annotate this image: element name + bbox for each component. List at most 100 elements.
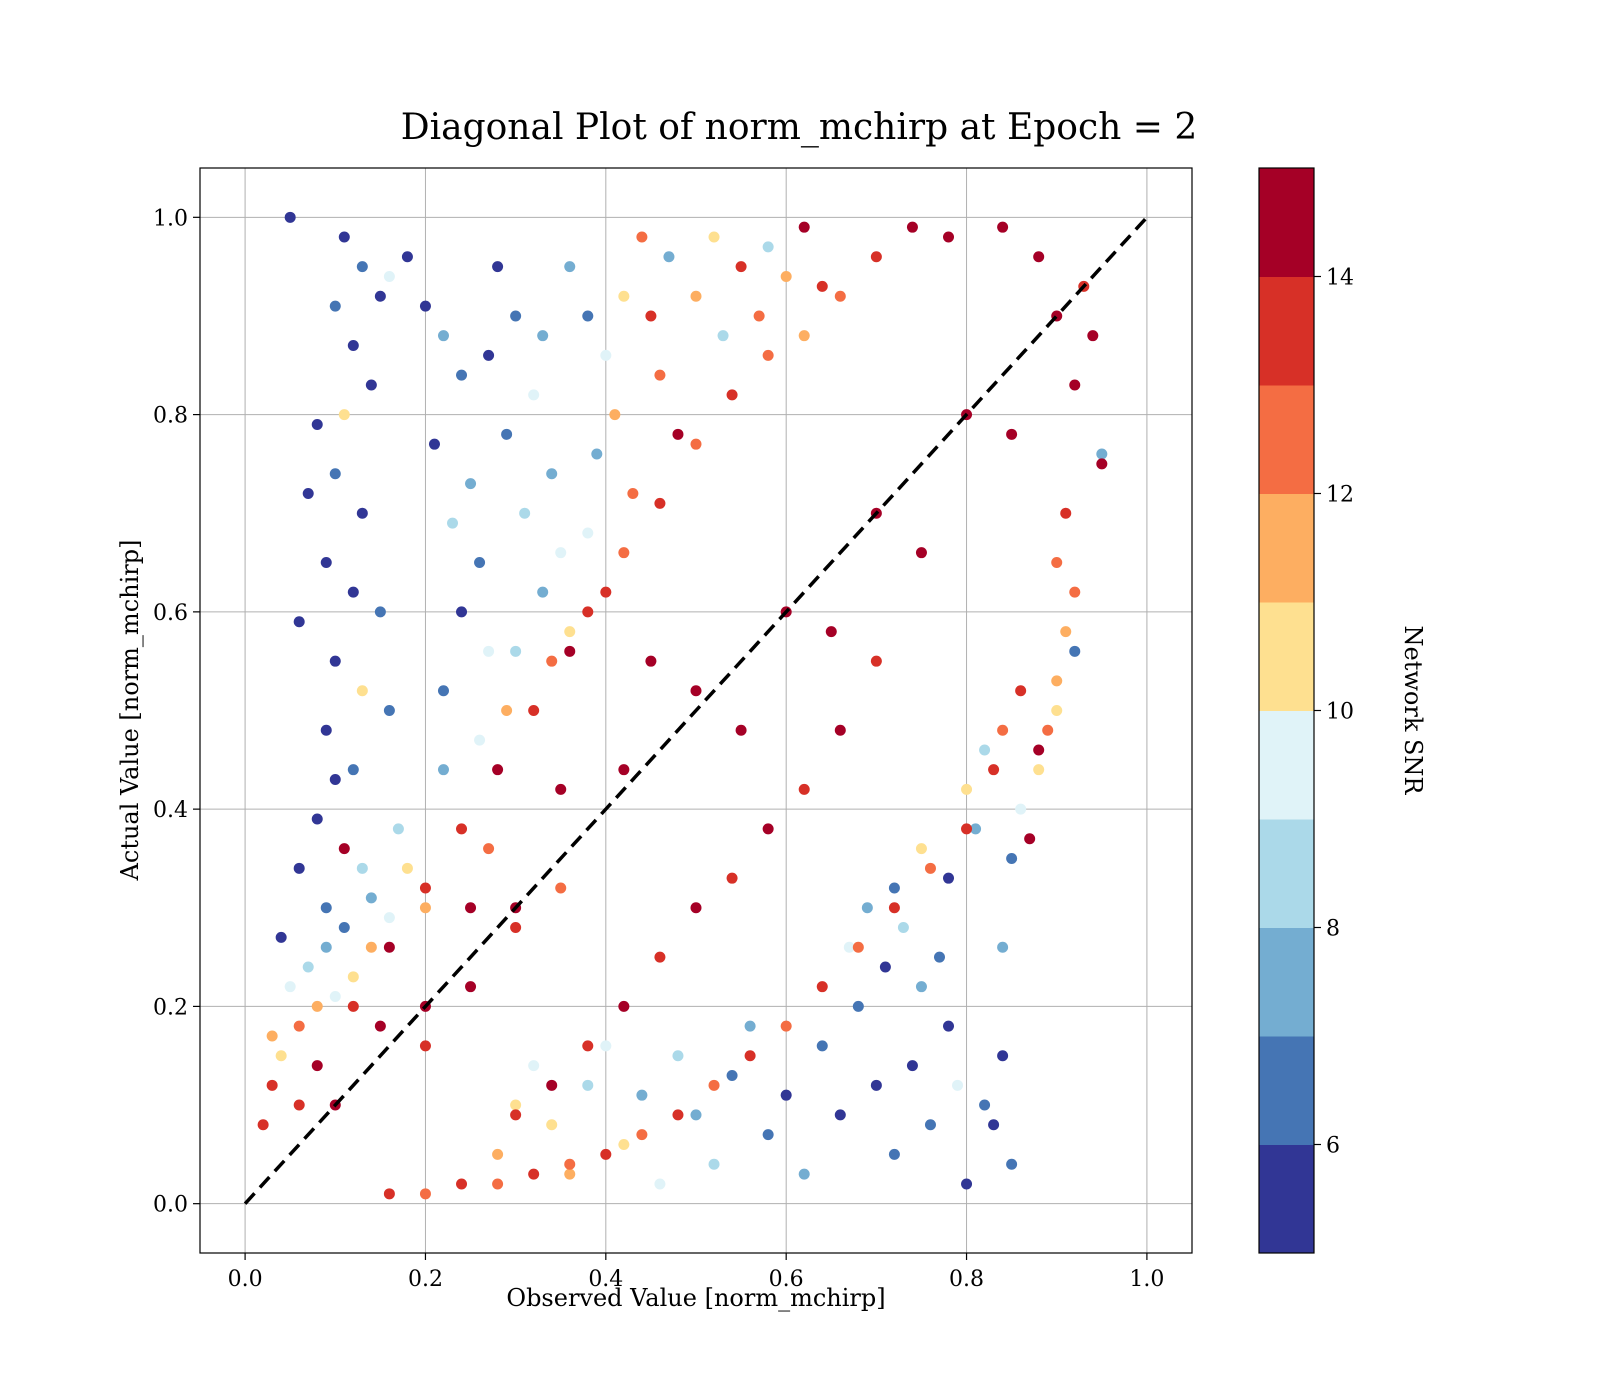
- scatter-point: [564, 1168, 576, 1180]
- scatter-point: [510, 310, 522, 322]
- scatter-point: [383, 912, 395, 924]
- scatter-point: [329, 300, 341, 312]
- scatter-point: [320, 557, 332, 569]
- scatter-point: [618, 1000, 630, 1012]
- scatter-point: [465, 981, 477, 993]
- scatter-point: [645, 310, 657, 322]
- x-axis-label: Observed Value [norm_mchirp]: [506, 1284, 885, 1312]
- scatter-point: [762, 823, 774, 835]
- scatter-point: [834, 290, 846, 302]
- scatter-point: [979, 1099, 991, 1111]
- y-tick-label: 0.6: [153, 601, 188, 626]
- y-tick-label: 0.0: [153, 1193, 188, 1218]
- scatter-point: [266, 1030, 278, 1042]
- scatter-point: [284, 211, 296, 223]
- scatter-point: [419, 1040, 431, 1052]
- scatter-point: [1015, 803, 1027, 815]
- scatter-point: [1060, 626, 1072, 638]
- colorbar-tick-label: 6: [1326, 1134, 1340, 1159]
- scatter-point: [1051, 705, 1063, 716]
- scatter-point: [943, 1020, 955, 1032]
- scatter-point: [816, 280, 828, 292]
- scatter-point: [564, 645, 576, 657]
- colorbar-band: [1259, 927, 1314, 1037]
- scatter-point: [483, 843, 495, 855]
- scatter-point: [465, 478, 477, 490]
- scatter-point: [1024, 833, 1036, 845]
- scatter-point: [654, 1178, 666, 1190]
- scatter-point: [618, 1139, 630, 1150]
- y-tick-label: 0.4: [153, 798, 188, 823]
- scatter-point: [582, 1079, 594, 1091]
- colorbar: 6 8 10 12 14 Network SNR: [1258, 167, 1427, 1254]
- scatter-point: [843, 941, 855, 953]
- scatter-point: [528, 389, 540, 401]
- scatter-point: [519, 507, 531, 519]
- scatter-point: [374, 1020, 386, 1032]
- scatter-point: [762, 1129, 774, 1141]
- scatter-point: [852, 941, 864, 953]
- scatter-point: [356, 862, 368, 874]
- y-tick-label: 1.0: [153, 206, 188, 231]
- scatter-point: [726, 389, 738, 401]
- scatter-point: [780, 1089, 792, 1101]
- scatter-point: [1096, 458, 1108, 470]
- scatter-point: [888, 882, 900, 894]
- colorbar-band: [1259, 1144, 1314, 1254]
- scatter-point: [1087, 330, 1099, 342]
- scatter-point: [329, 655, 341, 667]
- scatter-point: [1015, 685, 1027, 697]
- scatter-point: [726, 1069, 738, 1081]
- scatter-point: [852, 1000, 864, 1012]
- scatter-point: [437, 764, 449, 776]
- scatter-point: [492, 261, 504, 273]
- colorbar-band: [1259, 1036, 1314, 1145]
- colorbar-tick-label: 8: [1326, 917, 1340, 942]
- scatter-point: [383, 271, 395, 282]
- scatter-point: [365, 892, 377, 904]
- scatter-point: [437, 685, 449, 697]
- scatter-point: [383, 1188, 395, 1200]
- scatter-point: [1096, 448, 1108, 460]
- scatter-point: [1042, 724, 1054, 736]
- scatter-point: [726, 872, 738, 884]
- scatter-point: [825, 626, 837, 638]
- scatter-point: [329, 774, 341, 786]
- scatter-point: [600, 349, 612, 361]
- scatter-point: [933, 951, 945, 963]
- scatter-point: [501, 428, 513, 440]
- y-axis-label: Actual Value [norm_mchirp]: [116, 540, 144, 882]
- scatter-point: [888, 902, 900, 914]
- scatter-point: [1069, 645, 1081, 657]
- colorbar-tick-label: 14: [1326, 266, 1354, 291]
- plot-area: [199, 167, 1193, 1254]
- chart-title: Diagonal Plot of norm_mchirp at Epoch = …: [401, 107, 1198, 148]
- scatter-point: [690, 290, 702, 302]
- x-tick-label: 0.4: [588, 1267, 623, 1292]
- scatter-point: [690, 685, 702, 697]
- scatter-point: [1051, 675, 1063, 687]
- scatter-point: [943, 872, 955, 884]
- scatter-point: [483, 645, 495, 657]
- scatter-point: [816, 981, 828, 993]
- scatter-point: [483, 349, 495, 361]
- scatter-point: [663, 251, 675, 263]
- scatter-point: [419, 902, 431, 914]
- scatter-point: [997, 724, 1009, 736]
- scatter-point: [365, 379, 377, 391]
- scatter-point: [988, 1119, 1000, 1131]
- scatter-point: [528, 705, 540, 716]
- scatter-point: [816, 1040, 828, 1052]
- scatter-point: [492, 1178, 504, 1190]
- colorbar-band: [1259, 168, 1314, 277]
- scatter-point: [1006, 1158, 1018, 1170]
- scatter-point: [1060, 507, 1072, 519]
- scatter-point: [753, 310, 765, 322]
- scatter-point: [510, 922, 522, 933]
- scatter-point: [419, 1188, 431, 1200]
- scatter-point: [1006, 428, 1018, 440]
- scatter-point: [456, 1178, 468, 1190]
- scatter-point: [735, 724, 747, 736]
- scatter-point: [320, 724, 332, 736]
